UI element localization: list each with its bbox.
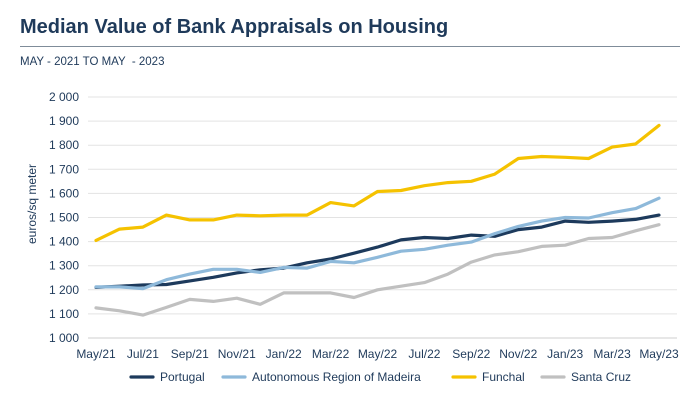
legend: Portugal Autonomous Region of Madeira Func… [129,370,631,384]
chart-subtitle: MAY - 2021 TO MAY - 2023 [20,56,165,68]
x-axis: May/21 Jul/21 Sep/21 Nov/21 Jan/22 Mar/22 May/… [76,337,679,361]
chart-title: Median Value of Bank Appraisals on Housi… [20,16,449,38]
y-axis-label: euros/sq meter [25,164,39,244]
legend-label: Autonomous Region of Madeira [252,370,421,384]
x-tick-label: Jan/22 [266,347,302,361]
x-tick-label: Mar/23 [593,347,631,361]
series-line [94,123,661,242]
y-tick-label: 1 300 [49,259,79,273]
y-tick-label: 1 200 [49,283,79,297]
series-line [94,213,661,289]
x-tick-label: Sep/22 [452,347,490,361]
x-tick-label: Jul/21 [127,347,159,361]
legend-label: Funchal [482,370,525,384]
x-tick-label: May/21 [76,347,116,361]
y-tick-label: 1 100 [49,307,79,321]
x-tick-label: May/22 [358,347,398,361]
y-tick-label: 2 000 [49,90,79,104]
x-tick-label: Nov/21 [218,347,256,361]
legend-label: Portugal [160,370,205,384]
y-tick-label: 1 800 [49,138,79,152]
x-tick-label: Nov/22 [499,347,537,361]
title-divider [20,46,680,47]
y-tick-label: 1 600 [49,186,79,200]
y-tick-label: 1 900 [49,114,79,128]
series-line [94,223,661,317]
legend-label: Santa Cruz [571,370,631,384]
x-tick-label: Jul/22 [408,347,440,361]
x-tick-label: Sep/21 [171,347,209,361]
x-tick-label: Mar/22 [312,347,350,361]
y-tick-label: 1 400 [49,235,79,249]
x-tick-label: Jan/23 [547,347,583,361]
x-tick-label: May/23 [639,347,679,361]
y-tick-label: 1 700 [49,162,79,176]
series-lines [94,123,661,317]
y-axis: 1 000 1 100 1 200 1 300 1 400 1 500 1 600 1 700… [49,90,79,345]
y-tick-label: 1 500 [49,211,79,225]
y-tick-label: 1 000 [49,331,79,345]
series-line [94,196,661,291]
